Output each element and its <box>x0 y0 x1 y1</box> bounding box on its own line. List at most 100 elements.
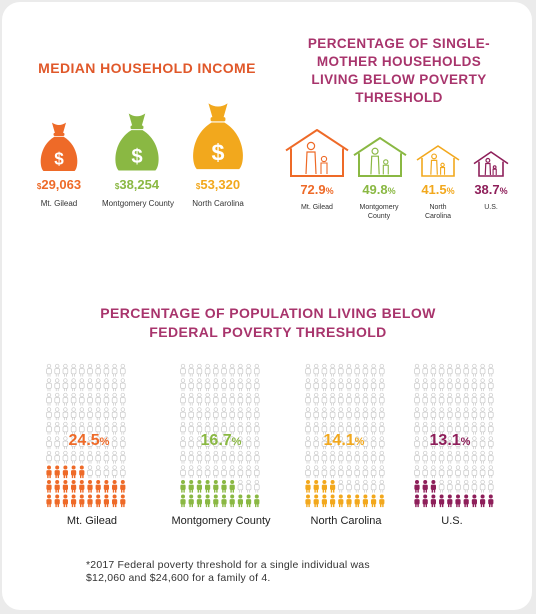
person-icon <box>471 363 478 377</box>
title-line: MOTHER HOUSEHOLDS <box>316 54 482 69</box>
person-icon <box>221 407 227 421</box>
person-icon <box>70 378 77 392</box>
person-icon <box>221 436 227 450</box>
person-icon <box>447 421 453 435</box>
person-icon <box>245 378 252 392</box>
person-icon <box>313 421 319 435</box>
person-icon <box>95 494 101 508</box>
person-icon <box>430 450 437 464</box>
person-icon <box>229 465 235 479</box>
person-icon <box>488 436 494 450</box>
person-icon <box>438 479 445 493</box>
person-icon <box>254 494 260 508</box>
person-icon <box>354 465 360 479</box>
house-family-icon <box>285 129 349 177</box>
person-icon <box>329 378 336 392</box>
person-icon <box>62 363 69 377</box>
person-icon <box>346 450 352 464</box>
person-icon <box>237 378 244 392</box>
person-icon <box>346 407 352 421</box>
population-person-grid <box>46 363 126 508</box>
person-icon <box>362 479 369 493</box>
person-icon <box>362 494 368 508</box>
person-icon <box>120 407 126 421</box>
title-line: LIVING BELOW POVERTY <box>311 72 487 87</box>
person-icon <box>370 465 377 479</box>
person-icon <box>196 392 203 406</box>
person-icon <box>237 392 244 406</box>
person-icon <box>245 479 252 493</box>
dollar-sign: $ <box>36 182 42 191</box>
person-icon <box>488 421 494 435</box>
person-icon <box>422 465 428 479</box>
person-icon <box>414 407 420 421</box>
person-icon <box>70 407 77 421</box>
person-icon <box>111 378 118 392</box>
person-icon <box>479 421 486 435</box>
person-icon <box>70 450 77 464</box>
person-icon <box>455 479 461 493</box>
pct-number: 72.9 <box>300 182 326 197</box>
population-label-montgomery-county: Montgomery County <box>171 515 271 527</box>
person-icon <box>463 363 469 377</box>
person-icon <box>479 436 486 450</box>
person-icon <box>246 494 252 508</box>
population-value-montgomery-county: 16.7% <box>176 432 266 450</box>
person-icon <box>338 392 344 406</box>
bag-dollar-glyph: $ <box>212 139 225 165</box>
person-icon <box>103 407 110 421</box>
pct-unit: % <box>499 186 508 196</box>
person-icon <box>204 392 211 406</box>
person-icon <box>379 450 385 464</box>
person-icon <box>447 407 453 421</box>
person-icon <box>237 436 244 450</box>
person-icon <box>346 392 352 406</box>
person-icon <box>354 407 360 421</box>
title-line: PERCENTAGE OF POPULATION LIVING BELOW <box>100 305 436 321</box>
pct-unit: % <box>387 186 396 196</box>
person-icon <box>488 479 494 493</box>
person-icon <box>471 494 477 508</box>
person-icon <box>488 494 494 508</box>
person-icon <box>180 465 186 479</box>
person-icon <box>120 480 126 493</box>
person-icon <box>62 494 68 508</box>
person-icon <box>180 450 186 464</box>
person-icon <box>488 378 494 392</box>
person-icon <box>196 436 203 450</box>
person-icon <box>70 363 77 377</box>
person-icon <box>79 480 85 493</box>
person-icon <box>87 421 93 435</box>
person-icon <box>430 363 437 377</box>
person-icon <box>103 494 109 508</box>
person-icon <box>120 421 126 435</box>
bag-dollar-glyph: $ <box>54 149 64 169</box>
person-icon <box>329 407 336 421</box>
label-line: Montgomery <box>359 204 399 211</box>
person-icon <box>362 378 369 392</box>
pct-unit: % <box>325 186 334 196</box>
person-icon <box>87 480 93 493</box>
footnote-line: $12,060 and $24,600 for a family of 4. <box>86 572 271 584</box>
person-icon <box>370 363 377 377</box>
person-icon <box>422 407 428 421</box>
person-icon <box>321 407 328 421</box>
person-icon <box>95 465 101 479</box>
person-icon <box>463 479 469 493</box>
person-icon <box>120 465 126 479</box>
person-icon <box>237 450 244 464</box>
population-graphics <box>46 363 494 508</box>
income-label-montgomery-county: Montgomery County <box>101 199 175 208</box>
person-icon <box>71 480 77 493</box>
person-icon <box>188 450 194 464</box>
person-icon <box>87 407 93 421</box>
person-icon <box>438 436 445 450</box>
person-icon <box>120 378 126 392</box>
person-icon <box>213 392 219 406</box>
person-icon <box>362 436 369 450</box>
person-icon <box>95 480 101 493</box>
person-icon <box>447 436 453 450</box>
person-icon <box>111 421 118 435</box>
person-icon <box>180 378 186 392</box>
person-icon <box>237 421 244 435</box>
